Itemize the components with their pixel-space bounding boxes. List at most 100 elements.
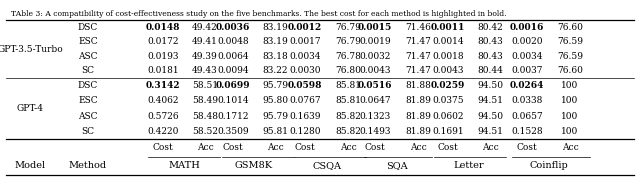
- Text: 71.47: 71.47: [405, 66, 431, 75]
- Text: 100: 100: [561, 81, 579, 90]
- Text: 0.0014: 0.0014: [432, 37, 464, 46]
- Text: 0.0181: 0.0181: [147, 66, 179, 75]
- Text: 76.59: 76.59: [557, 37, 583, 46]
- Text: 0.0375: 0.0375: [432, 96, 464, 105]
- Text: SQA: SQA: [386, 162, 408, 171]
- Text: Coinflip: Coinflip: [530, 162, 568, 171]
- Text: 0.0338: 0.0338: [511, 96, 543, 105]
- Text: Cost: Cost: [294, 143, 316, 152]
- Text: 0.0699: 0.0699: [216, 81, 250, 90]
- Text: 0.5726: 0.5726: [147, 112, 179, 121]
- Text: 0.1280: 0.1280: [289, 127, 321, 136]
- Text: 0.0602: 0.0602: [432, 112, 464, 121]
- Text: 0.0030: 0.0030: [289, 66, 321, 75]
- Text: 0.0018: 0.0018: [432, 52, 464, 61]
- Text: 0.0259: 0.0259: [431, 81, 465, 90]
- Text: 81.89: 81.89: [405, 112, 431, 121]
- Text: 83.19: 83.19: [262, 37, 288, 46]
- Text: 94.50: 94.50: [477, 81, 503, 90]
- Text: 0.4220: 0.4220: [147, 127, 179, 136]
- Text: 0.0020: 0.0020: [511, 37, 543, 46]
- Text: Cost: Cost: [365, 143, 385, 152]
- Text: 81.89: 81.89: [405, 96, 431, 105]
- Text: TAble 3: A compatibility of cost-effectiveness study on the five benchmarks. The: TAble 3: A compatibility of cost-effecti…: [11, 10, 506, 18]
- Text: 85.81: 85.81: [335, 81, 361, 90]
- Text: GPT-3.5-Turbo: GPT-3.5-Turbo: [0, 44, 63, 53]
- Text: 0.0172: 0.0172: [147, 37, 179, 46]
- Text: SC: SC: [81, 66, 95, 75]
- Text: 0.0657: 0.0657: [511, 112, 543, 121]
- Text: 0.1323: 0.1323: [360, 112, 390, 121]
- Text: 0.0647: 0.0647: [359, 96, 391, 105]
- Text: 71.46: 71.46: [405, 23, 431, 32]
- Text: Acc: Acc: [340, 143, 356, 152]
- Text: 49.42: 49.42: [192, 23, 218, 32]
- Text: 83.22: 83.22: [262, 66, 288, 75]
- Text: Acc: Acc: [482, 143, 499, 152]
- Text: 85.82: 85.82: [335, 127, 361, 136]
- Text: 95.79: 95.79: [262, 112, 288, 121]
- Text: 76.79: 76.79: [335, 23, 361, 32]
- Text: GPT-4: GPT-4: [17, 104, 44, 113]
- Text: 100: 100: [561, 112, 579, 121]
- Text: 0.0598: 0.0598: [288, 81, 323, 90]
- Text: CSQA: CSQA: [312, 162, 342, 171]
- Text: 0.0019: 0.0019: [359, 37, 391, 46]
- Text: 76.60: 76.60: [557, 66, 583, 75]
- Text: 71.47: 71.47: [405, 52, 431, 61]
- Text: 94.51: 94.51: [477, 96, 503, 105]
- Text: 0.0034: 0.0034: [511, 52, 543, 61]
- Text: 0.0034: 0.0034: [289, 52, 321, 61]
- Text: 0.0011: 0.0011: [431, 23, 465, 32]
- Text: 58.52: 58.52: [192, 127, 218, 136]
- Text: 0.4062: 0.4062: [147, 96, 179, 105]
- Text: 71.47: 71.47: [405, 37, 431, 46]
- Text: 0.0048: 0.0048: [217, 37, 249, 46]
- Text: 76.79: 76.79: [335, 37, 361, 46]
- Text: MATH: MATH: [168, 162, 200, 171]
- Text: 0.0012: 0.0012: [288, 23, 322, 32]
- Text: 95.79: 95.79: [262, 81, 288, 90]
- Text: 0.1528: 0.1528: [511, 127, 543, 136]
- Text: Cost: Cost: [438, 143, 458, 152]
- Text: 85.81: 85.81: [335, 96, 361, 105]
- Text: 58.49: 58.49: [192, 96, 218, 105]
- Text: Cost: Cost: [223, 143, 243, 152]
- Text: 0.1014: 0.1014: [217, 96, 249, 105]
- Text: 0.0193: 0.0193: [147, 52, 179, 61]
- Text: 0.0064: 0.0064: [217, 52, 249, 61]
- Text: 85.82: 85.82: [335, 112, 361, 121]
- Text: 58.48: 58.48: [192, 112, 218, 121]
- Text: 83.19: 83.19: [262, 23, 288, 32]
- Text: Method: Method: [69, 162, 107, 171]
- Text: 0.0017: 0.0017: [289, 37, 321, 46]
- Text: 76.78: 76.78: [335, 52, 361, 61]
- Text: 49.43: 49.43: [192, 66, 218, 75]
- Text: DSC: DSC: [78, 81, 98, 90]
- Text: 83.18: 83.18: [262, 52, 288, 61]
- Text: 94.50: 94.50: [477, 112, 503, 121]
- Text: 80.42: 80.42: [477, 23, 503, 32]
- Text: 95.81: 95.81: [262, 127, 288, 136]
- Text: Cost: Cost: [516, 143, 538, 152]
- Text: 0.0043: 0.0043: [432, 66, 464, 75]
- Text: 0.0036: 0.0036: [216, 23, 250, 32]
- Text: 0.0148: 0.0148: [146, 23, 180, 32]
- Text: 80.43: 80.43: [477, 52, 503, 61]
- Text: 100: 100: [561, 96, 579, 105]
- Text: 0.1493: 0.1493: [359, 127, 391, 136]
- Text: ASC: ASC: [78, 52, 98, 61]
- Text: 0.0016: 0.0016: [510, 23, 544, 32]
- Text: ESC: ESC: [78, 37, 98, 46]
- Text: GSM8K: GSM8K: [235, 162, 273, 171]
- Text: 0.3142: 0.3142: [146, 81, 180, 90]
- Text: 76.80: 76.80: [335, 66, 361, 75]
- Text: 0.0767: 0.0767: [289, 96, 321, 105]
- Text: 0.1712: 0.1712: [217, 112, 249, 121]
- Text: Acc: Acc: [562, 143, 579, 152]
- Text: 80.44: 80.44: [477, 66, 503, 75]
- Text: ESC: ESC: [78, 96, 98, 105]
- Text: 0.0264: 0.0264: [510, 81, 544, 90]
- Text: DSC: DSC: [78, 23, 98, 32]
- Text: Model: Model: [15, 162, 45, 171]
